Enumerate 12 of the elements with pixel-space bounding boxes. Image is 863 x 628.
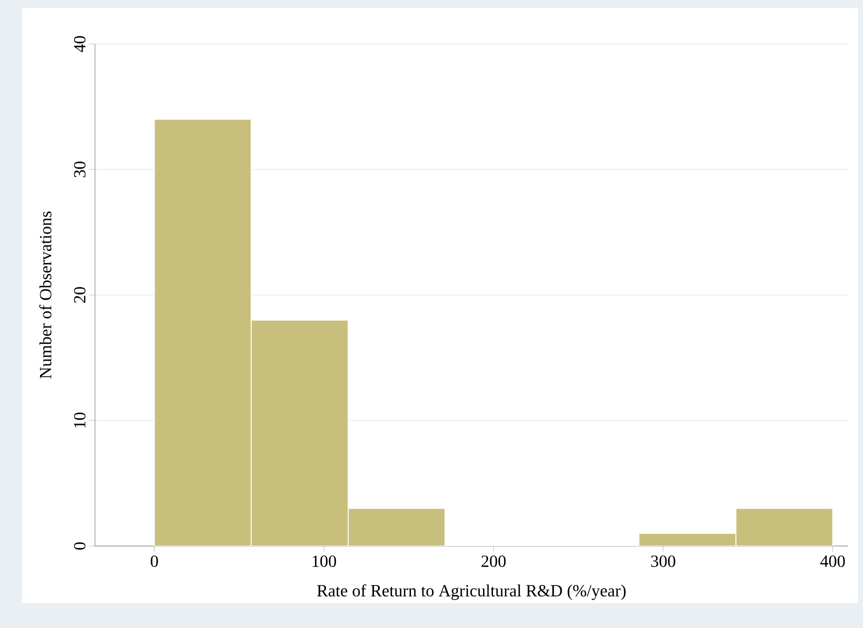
- x-tick-label: 200: [482, 556, 506, 567]
- x-tick-label: 100: [312, 556, 336, 567]
- x-tick-label: 300: [651, 556, 676, 567]
- y-tick-label: 20: [74, 287, 86, 303]
- y-tick-label: 30: [74, 162, 86, 178]
- x-tick-label: 400: [820, 556, 845, 567]
- y-axis-title: Number of Observations: [39, 212, 52, 379]
- y-tick-label: 40: [74, 36, 86, 52]
- y-tick-label: 10: [74, 412, 86, 428]
- x-tick-label: 0: [150, 556, 158, 567]
- x-axis-title: Rate of Return to Agricultural R&D (%/year): [317, 584, 626, 600]
- y-tick-label: 0: [74, 542, 86, 550]
